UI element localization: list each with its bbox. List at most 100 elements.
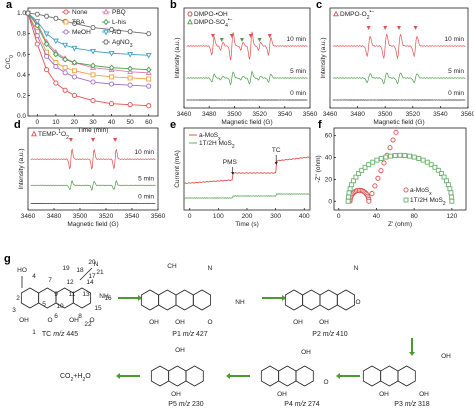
data-point-AO xyxy=(108,51,115,57)
ring-tc xyxy=(20,287,40,309)
atom-number-7: 7 xyxy=(48,277,52,284)
atom-ch3-p1: CH xyxy=(167,263,177,270)
label-part: DMPO-O xyxy=(340,11,367,18)
atom-number-11: 11 xyxy=(69,291,76,298)
trace-label-c: 10 min xyxy=(444,36,464,43)
x-tick-label-a: 10 xyxy=(52,119,60,126)
legend-label-dmpo-o2: DMPO-O2•− xyxy=(340,9,374,21)
ring-p4 xyxy=(260,365,280,387)
atom-oh-tc-1: OH xyxy=(19,317,29,324)
series-line-AO xyxy=(27,12,149,56)
legend-label-a-MoSx: a-MoSx xyxy=(199,132,221,142)
ring-p2 xyxy=(336,289,356,311)
y-tick-label-a: 0.4 xyxy=(17,72,26,79)
data-point-a-MoSx xyxy=(378,168,384,174)
x-axis-label-d: Magnetic field (G) xyxy=(67,221,118,228)
panel-letter-g: g xyxy=(4,253,11,265)
atom-oh-p5-2: OH xyxy=(171,391,181,398)
label-part: +H xyxy=(73,373,82,380)
data-point-1T2H-MoS2 xyxy=(435,167,441,173)
data-point-L-his xyxy=(43,40,50,48)
y-tick-label-a: 0.2 xyxy=(17,92,26,99)
label-part: DMPO-•OH xyxy=(194,11,228,18)
panel-letter-b: b xyxy=(170,0,177,11)
label-part: DMPO-SO xyxy=(194,19,225,26)
data-point-None xyxy=(109,101,115,107)
label-part: 1 xyxy=(58,129,61,135)
peak-marker-temp xyxy=(91,138,95,142)
data-point-MeOH xyxy=(62,70,68,76)
peak-marker-oh xyxy=(229,34,234,38)
label-part: 318 xyxy=(416,401,430,408)
legend-label-PBQ: PBQ xyxy=(112,9,126,16)
y-axis-label-d: Intensity (a.u.) xyxy=(18,148,25,189)
legend-label-a-MoSx-f: a-MoSx xyxy=(410,187,432,197)
data-point-AgNO3 xyxy=(127,29,133,35)
series-line-MeOH xyxy=(27,12,149,87)
atom-number-21: 21 xyxy=(96,269,104,276)
data-point-TBA xyxy=(146,76,152,82)
trace-label-d: 0 min xyxy=(138,193,154,200)
label-part: 2 xyxy=(71,377,74,383)
legend-label-AO: AO xyxy=(112,29,121,36)
atom-number-13: 13 xyxy=(82,291,90,298)
y-tick-label-a: 0.0 xyxy=(17,113,26,120)
atom-number-12: 12 xyxy=(66,279,74,286)
atom-number-16: 16 xyxy=(104,295,112,302)
atom-oh-p4-2: OH xyxy=(277,391,287,398)
series-line-PBQ xyxy=(27,12,149,74)
data-point-L-his xyxy=(90,62,96,69)
atom-number-22: 22 xyxy=(84,321,92,328)
data-point-MeOH xyxy=(109,81,115,87)
label-part: 2 xyxy=(367,15,370,21)
label-part: m/z xyxy=(295,401,307,408)
label-part: 4 xyxy=(225,23,228,29)
ring-p1 xyxy=(192,289,212,311)
atom-oh-p4: OH xyxy=(301,349,311,356)
data-point-None xyxy=(90,98,96,104)
epr-trace-b-1 xyxy=(186,70,308,86)
data-point-a-MoSx xyxy=(369,191,375,197)
x-tick-label-d: 3480 xyxy=(47,213,62,220)
peak-marker-o2 xyxy=(383,26,388,30)
label-part: m/z xyxy=(53,331,65,338)
data-point-AgNO3 xyxy=(34,11,40,17)
x-tick-label-e: 100 xyxy=(213,213,224,220)
trace-label-d: 5 min xyxy=(138,175,154,182)
label-part: O xyxy=(85,373,91,380)
arrow-tc-p1-head xyxy=(138,295,142,301)
data-point-a-MoSx xyxy=(375,175,381,181)
legend-label-dmpo-so4: DMPO-SO4•− xyxy=(194,17,233,29)
data-point-None xyxy=(146,103,152,109)
y-axis-label-c: Intensity (a.u.) xyxy=(320,37,327,78)
atom-number-8: 8 xyxy=(78,313,82,320)
data-point-1T2H-MoS2 xyxy=(370,159,376,165)
atom-number-10: 10 xyxy=(56,303,64,310)
arrow-p4-p5-head xyxy=(226,373,230,379)
legend-marker-PBQ xyxy=(103,8,109,15)
data-point-AgNO3 xyxy=(146,31,152,37)
legend-label-None: None xyxy=(72,9,88,16)
axes-frame-b xyxy=(183,7,311,109)
atom-oh-p1-2: OH xyxy=(175,319,185,326)
label-part: 2 xyxy=(232,144,235,150)
data-point-1T2H-MoS2 xyxy=(359,167,365,173)
epr-trace-b-0 xyxy=(186,31,308,61)
x-tick-label-c: 3480 xyxy=(350,111,365,118)
legend-marker-AgNO3 xyxy=(103,39,109,45)
arrowhead-pms xyxy=(231,172,235,175)
x-tick-label-a: 40 xyxy=(108,119,116,126)
data-point-AO xyxy=(34,19,41,25)
label-part: TC xyxy=(42,331,53,338)
ring-p3 xyxy=(397,365,416,387)
data-point-1T2H-MoS2 xyxy=(448,190,454,196)
data-point-AO xyxy=(90,48,96,55)
atom-o-p4: O xyxy=(323,379,328,386)
y-tick-label-a: 0.6 xyxy=(17,51,26,58)
x-tick-label-b: 3540 xyxy=(278,111,293,118)
data-point-1T2H-MoS2 xyxy=(449,194,455,200)
ring-p4 xyxy=(278,365,297,387)
data-point-1T2H-MoS2 xyxy=(366,162,372,168)
label-part: P4 xyxy=(284,401,295,408)
atom-o-p2: O xyxy=(355,299,360,306)
